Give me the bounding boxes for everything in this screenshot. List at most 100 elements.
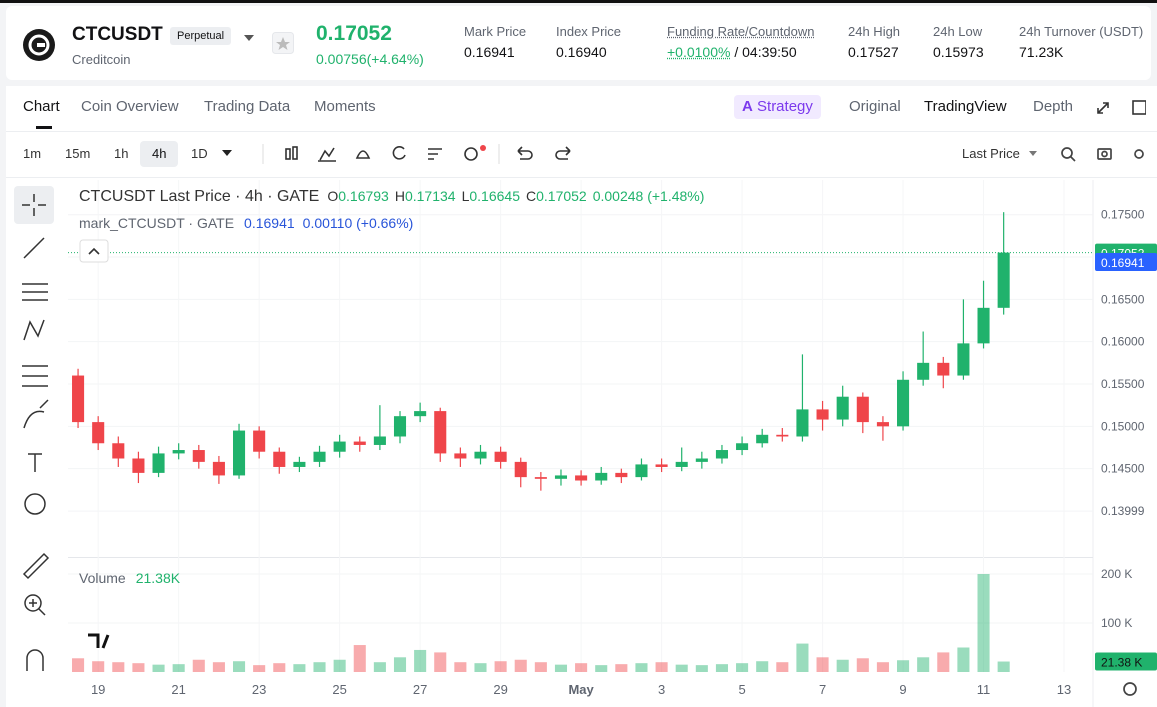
dropdown[interactable] [244, 34, 254, 42]
candle-body [937, 362, 950, 376]
volume-bar [514, 659, 527, 672]
settings-icon[interactable] [1123, 682, 1137, 696]
candle-body [232, 430, 246, 476]
dropdown[interactable] [222, 150, 232, 157]
strategy-button[interactable]: A Strategy [734, 95, 821, 119]
tab[interactable]: Moments [314, 98, 376, 115]
tool-icons[interactable] [1058, 144, 1150, 164]
candle-body [595, 472, 608, 481]
volume-bar [917, 657, 930, 672]
x-tick-label: 19 [91, 682, 105, 697]
candle-body [615, 472, 628, 478]
volume-bar [132, 663, 145, 672]
candle-body [273, 451, 286, 467]
stat-value: 0.17527 [848, 44, 899, 60]
tab[interactable]: Trading Data [204, 98, 291, 115]
candle-body [414, 411, 427, 417]
volume-bar [756, 661, 769, 672]
y-tick-label: 0.16500 [1101, 292, 1145, 306]
ohlc-key: C [526, 188, 536, 204]
volume-bar [937, 652, 950, 672]
volume-bar [776, 662, 789, 672]
volume-title: Volume [79, 570, 126, 586]
volume-bar [454, 662, 467, 672]
candle-body [997, 252, 1010, 308]
y-tick-label: 0.15000 [1101, 419, 1145, 433]
ai-icon: A [742, 98, 753, 115]
x-tick-label: 13 [1057, 682, 1071, 697]
stat-label: 24h Turnover (USDT) [1019, 24, 1144, 39]
coin-name: Creditcoin [72, 52, 131, 67]
x-tick-label: 5 [738, 682, 745, 697]
tab[interactable]: Coin Overview [81, 98, 179, 115]
volume-bar [353, 645, 366, 672]
interval[interactable]: 1h [114, 146, 129, 161]
ohlc-value: 0.16645 [469, 188, 520, 204]
volume-bar [212, 662, 225, 672]
candle-body [293, 461, 306, 467]
panel-icons[interactable] [1096, 99, 1146, 117]
price-change: 0.00756(+4.64%) [316, 51, 424, 67]
volume-bar [313, 662, 326, 672]
candle-body [152, 453, 165, 473]
x-tick-label: 23 [252, 682, 266, 697]
tab-indicator [36, 126, 52, 129]
volume-bar [273, 663, 286, 672]
stat-value: 71.23K [1019, 44, 1064, 60]
volume-bar [72, 658, 85, 672]
price-source[interactable]: Last Price [962, 146, 1020, 161]
top-bar [0, 0, 1157, 3]
y-tick-label: 0.13999 [1101, 504, 1145, 518]
view-option[interactable]: Depth [1033, 98, 1074, 115]
volume-bar [293, 664, 306, 672]
volume-tick-label: 100 K [1101, 616, 1132, 630]
x-tick-label: 7 [819, 682, 826, 697]
view-option[interactable]: Original [849, 98, 901, 115]
volume-bar [816, 657, 829, 672]
candle-body [715, 450, 728, 459]
volume-bar [192, 659, 205, 672]
volume-bar [655, 662, 668, 672]
candle-body [172, 450, 185, 454]
interval[interactable]: 15m [65, 146, 91, 161]
stat: Funding Rate/Countdown +0.0100% / 04:39:5… [667, 24, 814, 60]
volume-bar [253, 665, 266, 672]
volume-bar [595, 665, 608, 672]
interval[interactable]: 1D [191, 146, 208, 161]
interval[interactable]: 4h [152, 146, 167, 161]
volume-bar [434, 652, 447, 672]
volume-tag [1095, 652, 1157, 671]
x-tick-label: 25 [332, 682, 346, 697]
volume-bar [373, 662, 386, 672]
drawing-tools[interactable] [14, 186, 58, 707]
volume-bar [474, 663, 487, 672]
candle-body [454, 453, 467, 459]
volume-bar [333, 659, 346, 672]
header: CTCUSDT Perpetual Creditcoin 0.17052 0.0… [6, 6, 1151, 80]
toolbar-icons[interactable] [262, 142, 582, 166]
ohlc-value: 0.16793 [338, 188, 389, 204]
x-tick-label: 29 [493, 682, 507, 697]
volume-bar [152, 664, 165, 672]
legend-change: 0.00248 (+1.48%) [593, 188, 705, 204]
candle-body [132, 458, 145, 473]
stat-label: Funding Rate/Countdown [667, 24, 815, 39]
stat-value: 0.16941 [464, 44, 515, 60]
candle-body [756, 434, 769, 444]
volume-bar [575, 663, 588, 672]
favorite[interactable] [272, 32, 294, 54]
tab[interactable]: Chart [23, 98, 60, 115]
volume-tick-label: 200 K [1101, 567, 1132, 581]
coin-logo [23, 29, 55, 61]
interval[interactable]: 1m [23, 146, 42, 161]
legend-symbol: CTCUSDT Last Price · 4h · GATE [79, 188, 319, 205]
candle-body [575, 475, 588, 481]
candle-body [92, 422, 105, 444]
x-tick-label: May [568, 682, 594, 697]
view-option[interactable]: TradingView [924, 98, 1007, 115]
candle-body [736, 443, 749, 451]
dropdown[interactable] [1029, 151, 1037, 157]
collapse-button[interactable] [79, 239, 109, 263]
candle-body [253, 430, 266, 452]
candle-body [655, 464, 668, 467]
